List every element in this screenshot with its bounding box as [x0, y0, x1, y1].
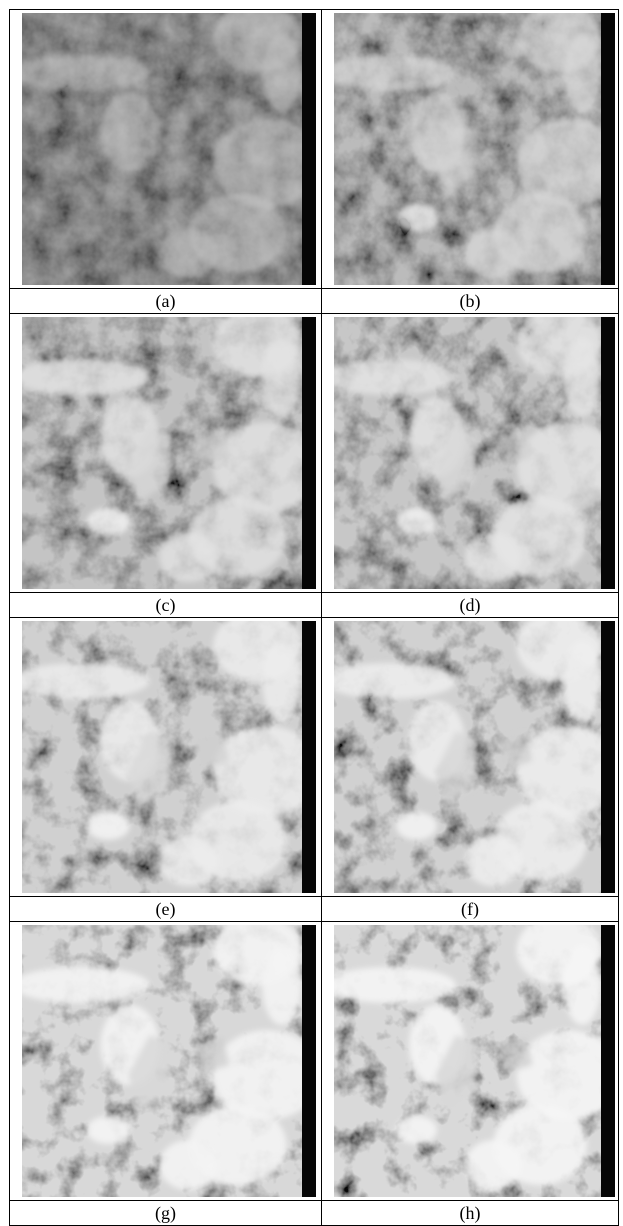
- space-edge-band: [302, 621, 316, 893]
- caption-f: (f): [461, 899, 479, 919]
- panel-a-cell: [9, 9, 322, 289]
- caption-cell-f: (f): [321, 896, 619, 922]
- panel-c-cell: [9, 313, 322, 593]
- caption-b: (b): [459, 291, 481, 311]
- satellite-image-a: [22, 13, 316, 285]
- caption-g: (g): [155, 1203, 176, 1223]
- caption-d: (d): [459, 595, 481, 615]
- caption-c: (c): [155, 595, 176, 615]
- caption-e: (e): [155, 899, 176, 919]
- space-edge-band: [601, 317, 615, 589]
- panel-d-cell: [321, 313, 619, 593]
- space-edge-band: [601, 621, 615, 893]
- caption-cell-e: (e): [9, 896, 322, 922]
- space-edge-band: [302, 925, 316, 1197]
- satellite-image-e: [22, 621, 316, 893]
- satellite-image-g: [22, 925, 316, 1197]
- satellite-image-b: [334, 13, 615, 285]
- caption-cell-b: (b): [321, 288, 619, 314]
- panel-h-cell: [321, 921, 619, 1201]
- caption-cell-h: (h): [321, 1200, 619, 1226]
- caption-cell-c: (c): [9, 592, 322, 618]
- figure-grid: (a) (b) (c) (d) (e) (f) (g) (h): [9, 9, 619, 1226]
- satellite-image-f: [334, 621, 615, 893]
- panel-g-cell: [9, 921, 322, 1201]
- panel-e-cell: [9, 617, 322, 897]
- panel-b-cell: [321, 9, 619, 289]
- caption-h: (h): [459, 1203, 481, 1223]
- panel-f-cell: [321, 617, 619, 897]
- space-edge-band: [601, 925, 615, 1197]
- satellite-image-d: [334, 317, 615, 589]
- caption-cell-d: (d): [321, 592, 619, 618]
- satellite-image-h: [334, 925, 615, 1197]
- caption-cell-a: (a): [9, 288, 322, 314]
- satellite-image-c: [22, 317, 316, 589]
- caption-a: (a): [155, 291, 176, 311]
- space-edge-band: [302, 13, 316, 285]
- caption-cell-g: (g): [9, 1200, 322, 1226]
- space-edge-band: [601, 13, 615, 285]
- space-edge-band: [302, 317, 316, 589]
